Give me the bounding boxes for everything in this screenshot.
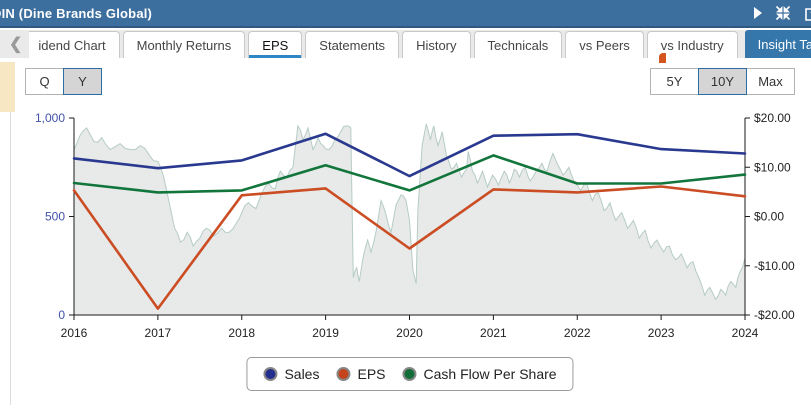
tab-statements[interactable]: Statements <box>305 31 400 58</box>
cash-flow-per-share-line <box>72 154 747 194</box>
tab-eps[interactable]: EPS <box>248 31 303 58</box>
sales-line <box>72 132 747 178</box>
x-axis-label: 2016 <box>61 326 88 340</box>
x-axis-label: 2020 <box>396 326 423 340</box>
period-q-button[interactable]: Q <box>25 68 64 95</box>
x-axis-label: 2024 <box>732 326 759 340</box>
left-axis-label: 1,000 <box>35 111 65 125</box>
external-link-icon[interactable] <box>804 4 811 22</box>
left-axis-label: 500 <box>45 210 65 224</box>
right-axis-label: $20.00 <box>754 111 791 125</box>
header-icon-group <box>754 4 811 22</box>
right-axis-label: -$10.00 <box>754 259 795 273</box>
period-y-button[interactable]: Y <box>63 68 102 95</box>
legend-item-sales[interactable]: Sales <box>263 366 319 382</box>
play-icon[interactable] <box>754 7 762 19</box>
legend-dot-sales <box>263 367 278 381</box>
legend-label: EPS <box>357 366 386 382</box>
x-axis-label: 2023 <box>648 326 675 340</box>
legend-label: Sales <box>284 366 320 382</box>
x-axis-label: 2017 <box>145 326 172 340</box>
tab-vs-peers[interactable]: vs Peers <box>565 31 644 58</box>
tab-monthly-returns[interactable]: Monthly Returns <box>122 31 246 58</box>
legend-dot-cash-flow-per-share <box>402 367 417 381</box>
x-axis-label: 2018 <box>228 326 255 340</box>
left-panel-divider <box>10 62 11 405</box>
legend-item-cash-flow-per-share[interactable]: Cash Flow Per Share <box>402 366 557 382</box>
chart-legend: Sales EPS Cash Flow Per Share <box>246 357 574 391</box>
compress-icon[interactable] <box>774 4 792 22</box>
eps-line <box>72 185 747 310</box>
right-axis-label: -$20.00 <box>754 308 795 322</box>
range-10y-button[interactable]: 10Y <box>698 68 747 95</box>
right-axis-label: $10.00 <box>754 160 791 174</box>
insight-tabs-label: Insight Tabs <box>757 36 811 52</box>
x-axis-label: 2021 <box>480 326 507 340</box>
tab-idend-chart[interactable]: idend Chart <box>29 31 120 58</box>
window-header: DIN (Dine Brands Global) <box>0 0 811 28</box>
tab-bar: ❮ idend Chart Monthly Returns EPS Statement… <box>0 30 811 58</box>
left-axis-label: 0 <box>58 308 65 322</box>
range-max-button[interactable]: Max <box>746 68 795 95</box>
legend-dot-eps <box>336 367 351 381</box>
range-toggle: 5Y 10Y Max <box>650 68 795 95</box>
legend-item-eps[interactable]: EPS <box>336 366 385 382</box>
x-axis-label: 2022 <box>564 326 591 340</box>
insight-tabs-button[interactable]: Insight Tabs <box>744 30 811 58</box>
partial-left-panel-item <box>0 62 15 112</box>
tab-technicals[interactable]: Technicals <box>473 31 563 58</box>
legend-label: Cash Flow Per Share <box>423 366 557 382</box>
x-axis-label: 2019 <box>312 326 339 340</box>
range-5y-button[interactable]: 5Y <box>650 68 699 95</box>
stock-price-area <box>73 123 746 316</box>
chevron-left-icon[interactable]: ❮ <box>9 36 23 53</box>
tab-history[interactable]: History <box>402 31 471 58</box>
ticker-title: DIN (Dine Brands Global) <box>0 5 153 21</box>
right-axis-label: $0.00 <box>754 210 784 224</box>
partial-orange-element <box>659 53 666 63</box>
